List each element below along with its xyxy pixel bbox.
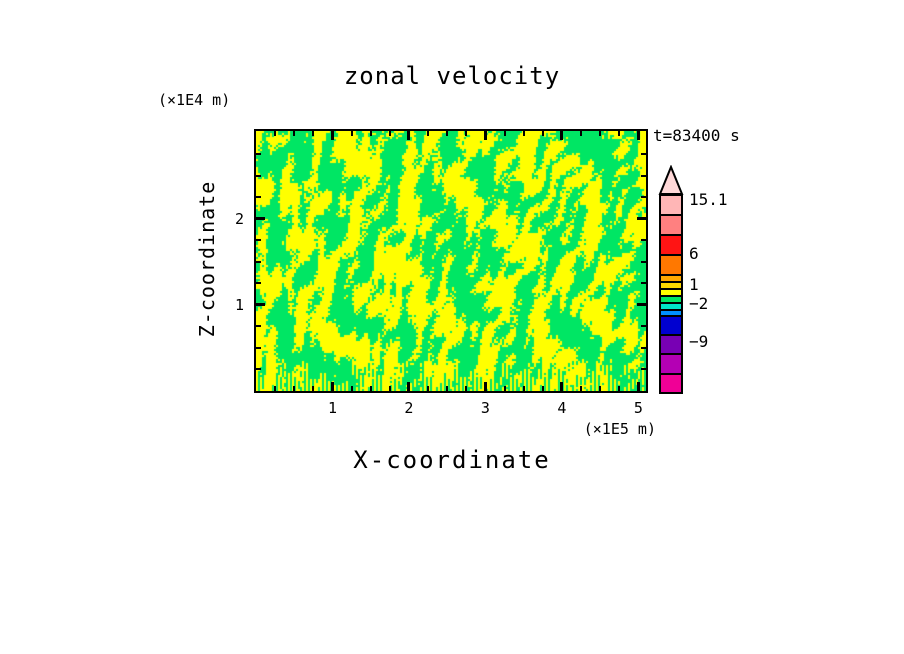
- x-axis-unit-label: (×1E5 m): [583, 420, 656, 438]
- x-tick-label: 2: [404, 399, 414, 417]
- axis-tick: [256, 260, 261, 263]
- axis-tick: [599, 386, 602, 391]
- axis-tick: [256, 368, 261, 371]
- axis-tick: [465, 386, 468, 391]
- x-tick-label: 1: [327, 399, 337, 417]
- axis-tick: [541, 386, 544, 391]
- axis-tick: [274, 386, 277, 391]
- heatmap-field-canvas: [256, 131, 646, 391]
- colorbar-segment: [661, 304, 681, 311]
- x-axis-title: X-coordinate: [353, 446, 551, 474]
- axis-tick: [641, 368, 646, 371]
- axis-tick: [312, 131, 315, 136]
- axis-tick: [256, 174, 261, 177]
- axis-tick: [641, 239, 646, 242]
- axis-tick: [641, 260, 646, 263]
- axis-tick: [256, 346, 261, 349]
- colorbar-tick-label: −9: [689, 332, 709, 351]
- axis-tick: [256, 239, 261, 242]
- axis-tick: [256, 303, 265, 307]
- colorbar-segment: [661, 276, 681, 283]
- axis-tick: [599, 131, 602, 136]
- axis-tick: [641, 174, 646, 177]
- colorbar-tick-label: 1: [689, 275, 699, 294]
- axis-tick: [483, 382, 487, 391]
- axis-tick: [560, 382, 564, 391]
- axis-tick: [618, 131, 621, 136]
- colorbar-arrow-icon: [658, 165, 684, 195]
- axis-tick: [256, 325, 261, 328]
- axis-tick: [636, 131, 640, 140]
- colorbar-segment: [661, 196, 681, 216]
- colorbar-segment: [661, 336, 681, 355]
- axis-tick: [330, 131, 334, 140]
- colorbar-segment: [661, 375, 681, 392]
- colorbar-segment: [661, 311, 681, 317]
- colorbar-segment: [661, 297, 681, 304]
- axis-tick: [483, 131, 487, 140]
- axis-tick: [522, 386, 525, 391]
- x-tick-label: 4: [557, 399, 567, 417]
- axis-tick: [641, 346, 646, 349]
- axis-tick: [446, 131, 449, 136]
- colorbar-segment: [661, 355, 681, 375]
- axis-tick: [369, 131, 372, 136]
- axis-tick: [580, 131, 582, 136]
- chart-title: zonal velocity: [343, 62, 561, 90]
- axis-tick: [407, 382, 411, 391]
- axis-tick: [388, 131, 391, 136]
- axis-tick: [330, 382, 334, 391]
- axis-tick: [256, 217, 265, 221]
- axis-tick: [312, 386, 315, 391]
- axis-tick: [641, 153, 646, 156]
- axis-tick: [256, 196, 261, 199]
- axis-tick: [427, 131, 430, 136]
- axis-tick: [274, 131, 277, 136]
- axis-tick: [637, 217, 646, 221]
- axis-tick: [522, 131, 525, 136]
- colorbar-tick-label: 15.1: [689, 190, 728, 209]
- axis-tick: [641, 196, 646, 199]
- axis-tick: [293, 131, 296, 136]
- axis-tick: [503, 131, 506, 136]
- y-tick-label: 1: [234, 295, 244, 314]
- colorbar-tick-label: −2: [689, 294, 709, 313]
- axis-tick: [427, 386, 430, 391]
- axis-tick: [256, 153, 261, 156]
- axis-tick: [641, 325, 646, 328]
- axis-tick: [637, 303, 646, 307]
- axis-tick: [560, 131, 564, 140]
- axis-tick: [465, 131, 468, 136]
- axis-tick: [407, 131, 411, 140]
- axis-tick: [256, 282, 261, 285]
- axis-tick: [618, 386, 621, 391]
- colorbar-tick-label: 6: [689, 244, 699, 263]
- colorbar-segment: [661, 283, 681, 290]
- colorbar-segment: [661, 236, 681, 256]
- colorbar-segment: [661, 256, 681, 276]
- x-tick-label: 3: [480, 399, 490, 417]
- plot-area: [254, 129, 648, 393]
- axis-tick: [293, 386, 296, 391]
- axis-tick: [580, 386, 582, 391]
- time-stamp-label: t=83400 s: [653, 126, 740, 145]
- y-axis-unit-label: (×1E4 m): [158, 91, 231, 109]
- colorbar: [659, 194, 683, 394]
- axis-tick: [369, 386, 372, 391]
- x-tick-label: 5: [633, 399, 643, 417]
- y-tick-label: 2: [234, 209, 244, 228]
- axis-tick: [350, 131, 353, 136]
- axis-tick: [388, 386, 391, 391]
- axis-tick: [446, 386, 449, 391]
- axis-tick: [503, 386, 506, 391]
- axis-tick: [636, 382, 640, 391]
- colorbar-segment: [661, 317, 681, 336]
- axis-tick: [541, 131, 544, 136]
- colorbar-segment: [661, 216, 681, 236]
- axis-tick: [641, 282, 646, 285]
- colorbar-segment: [661, 290, 681, 297]
- axis-tick: [350, 386, 353, 391]
